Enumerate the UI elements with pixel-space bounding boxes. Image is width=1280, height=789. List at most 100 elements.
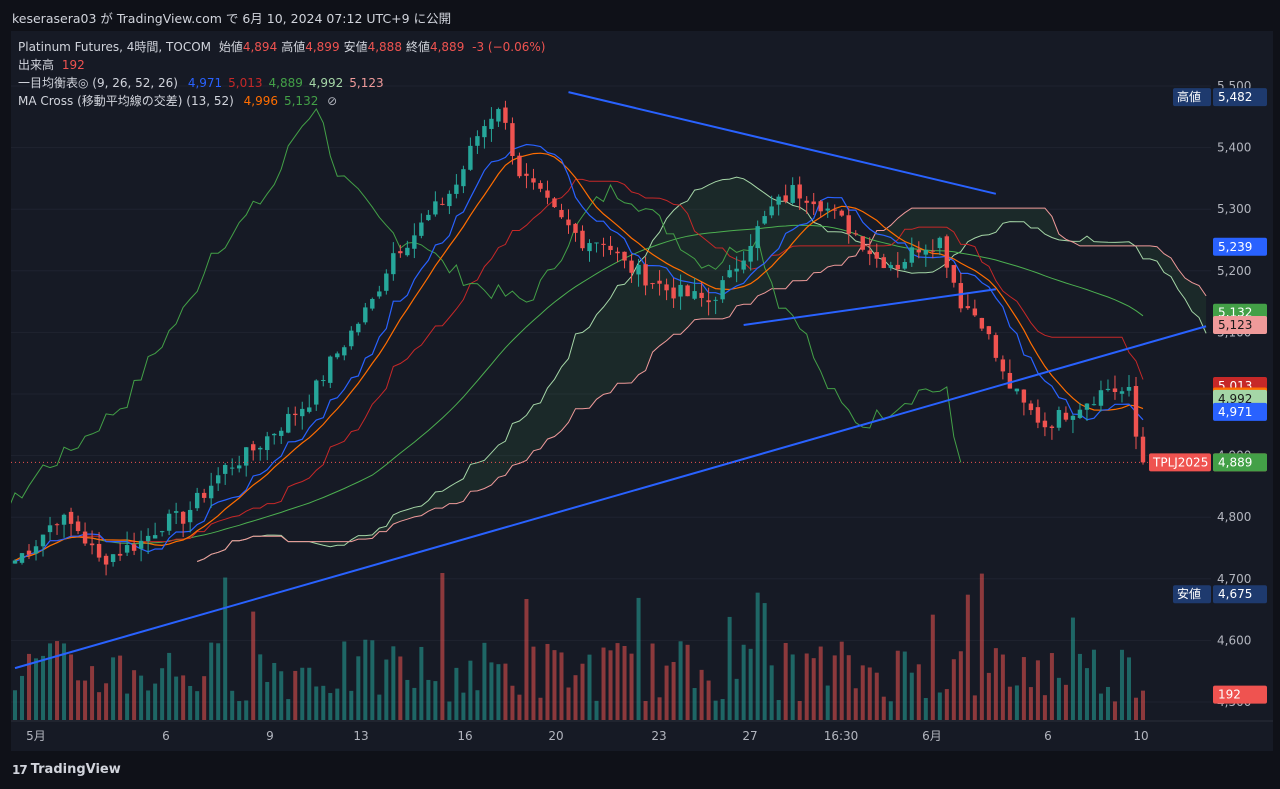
candle-body bbox=[902, 261, 907, 269]
ichimoku-values: 4,971 5,013 4,889 4,992 5,123 bbox=[182, 76, 384, 90]
candle-body bbox=[853, 233, 858, 235]
trendline-2 bbox=[14, 325, 1207, 670]
volume-bar bbox=[1028, 687, 1033, 720]
candle-body bbox=[335, 353, 340, 358]
volume-bar bbox=[846, 655, 851, 720]
candle-body bbox=[1014, 388, 1020, 392]
volume-bar bbox=[76, 680, 81, 720]
chart-area[interactable]: 5,5005,4005,3005,2005,1005,0004,9004,800… bbox=[11, 31, 1273, 751]
candle-body bbox=[671, 287, 676, 299]
badge-value: 5,123 bbox=[1218, 318, 1252, 332]
candle-body bbox=[152, 535, 158, 539]
ichimoku-cloud bbox=[197, 177, 1207, 562]
volume-bar bbox=[34, 658, 39, 720]
candle-body bbox=[19, 553, 25, 563]
volume-bar bbox=[510, 685, 515, 720]
volume-bar bbox=[356, 656, 361, 720]
volume-bar bbox=[55, 641, 60, 720]
eye-off-icon[interactable]: ⊘ bbox=[327, 94, 338, 108]
candle-body bbox=[580, 230, 585, 249]
ichimoku-label[interactable]: 一目均衡表◎ (9, 26, 52, 26) bbox=[18, 76, 178, 90]
volume-bar bbox=[342, 641, 347, 720]
volume-bar bbox=[230, 690, 235, 720]
volume-bar bbox=[475, 690, 480, 720]
volume-bar bbox=[20, 675, 25, 720]
volume-bar bbox=[468, 660, 473, 720]
volume-bar bbox=[419, 646, 424, 720]
volume-bar bbox=[1077, 653, 1082, 720]
volume-bar bbox=[727, 616, 732, 720]
volume-bar bbox=[545, 643, 550, 720]
badge-volume: 192 bbox=[1213, 685, 1267, 704]
badge-prefix: 高値 bbox=[1177, 89, 1201, 104]
publish-line: keserasera03 が TradingView.com で 6月 10, … bbox=[12, 11, 452, 26]
volume-bar bbox=[825, 685, 830, 720]
candle-body bbox=[643, 264, 648, 286]
candle-body bbox=[1140, 436, 1146, 463]
candle-body bbox=[888, 265, 893, 268]
candle-body bbox=[811, 201, 816, 205]
volume-bar bbox=[881, 696, 886, 720]
candle-body bbox=[138, 540, 144, 549]
candle-body bbox=[222, 464, 228, 474]
brand-label: TradingView bbox=[30, 762, 121, 777]
trendline-0 bbox=[568, 91, 997, 195]
volume-bar bbox=[874, 672, 879, 720]
badge-value: 192 bbox=[1218, 688, 1241, 702]
ohlc-values: 始値4,894 高値4,899 安値4,888 終値4,889 bbox=[215, 40, 465, 54]
volume-bar bbox=[804, 653, 809, 720]
candle-body bbox=[384, 273, 389, 291]
ichimoku-value-3: 4,992 bbox=[308, 76, 344, 90]
candle-body bbox=[1091, 404, 1097, 406]
volume-bar bbox=[62, 643, 67, 720]
trendline-1 bbox=[743, 288, 997, 326]
candle-body bbox=[68, 511, 74, 524]
volume-bar bbox=[538, 697, 543, 720]
candle-body bbox=[454, 184, 459, 194]
candle-body bbox=[293, 413, 298, 416]
candle-body bbox=[832, 209, 837, 211]
badge-value: 4,675 bbox=[1218, 587, 1252, 601]
volume-bar bbox=[573, 675, 578, 720]
volume-bar bbox=[559, 652, 564, 720]
volume-bar bbox=[608, 650, 613, 720]
senkou-span-b-line bbox=[197, 207, 1207, 562]
ma-cross-label[interactable]: MA Cross (移動平均線の交差) (13, 52) bbox=[18, 94, 234, 108]
badge-high: 高値 5,482 bbox=[1173, 88, 1267, 107]
volume-bar bbox=[321, 685, 326, 720]
candle-body bbox=[279, 430, 284, 436]
candle-body bbox=[166, 513, 172, 531]
candle-body bbox=[272, 433, 277, 436]
candle-body bbox=[173, 511, 179, 513]
candle-body bbox=[1133, 386, 1139, 437]
candle-body bbox=[986, 326, 992, 335]
price-chart[interactable]: 5,5005,4005,3005,2005,1005,0004,9004,800… bbox=[11, 31, 1273, 751]
volume-bar bbox=[363, 639, 368, 720]
volume-bar bbox=[923, 698, 928, 720]
volume-bar bbox=[440, 572, 445, 720]
symbol-label[interactable]: Platinum Futures, 4時間, TOCOM bbox=[18, 40, 211, 54]
footer-brand[interactable]: 17 TradingView bbox=[12, 762, 121, 777]
candle-body bbox=[601, 243, 606, 245]
candle-body bbox=[145, 535, 151, 542]
candle-body bbox=[881, 257, 886, 269]
candle-body bbox=[629, 260, 634, 273]
candle-body bbox=[951, 265, 957, 283]
volume-bar bbox=[258, 654, 263, 720]
volume-bar bbox=[951, 659, 956, 720]
price-tick-label: 4,700 bbox=[1217, 572, 1251, 586]
ma-slow-line bbox=[14, 224, 1144, 561]
candle-body bbox=[594, 242, 599, 244]
volume-bar bbox=[293, 670, 298, 720]
volume-bar bbox=[797, 700, 802, 720]
candle-body bbox=[1042, 420, 1048, 428]
volume-bar bbox=[111, 657, 116, 720]
volume-bar bbox=[1141, 690, 1145, 720]
volume-label[interactable]: 出来高 bbox=[18, 58, 55, 72]
candle-body bbox=[1049, 426, 1055, 428]
candle-body bbox=[40, 534, 46, 547]
price-tick-label: 5,200 bbox=[1217, 264, 1251, 278]
volume-bar bbox=[783, 642, 788, 720]
candle-body bbox=[622, 251, 627, 261]
candle-body bbox=[769, 206, 774, 216]
